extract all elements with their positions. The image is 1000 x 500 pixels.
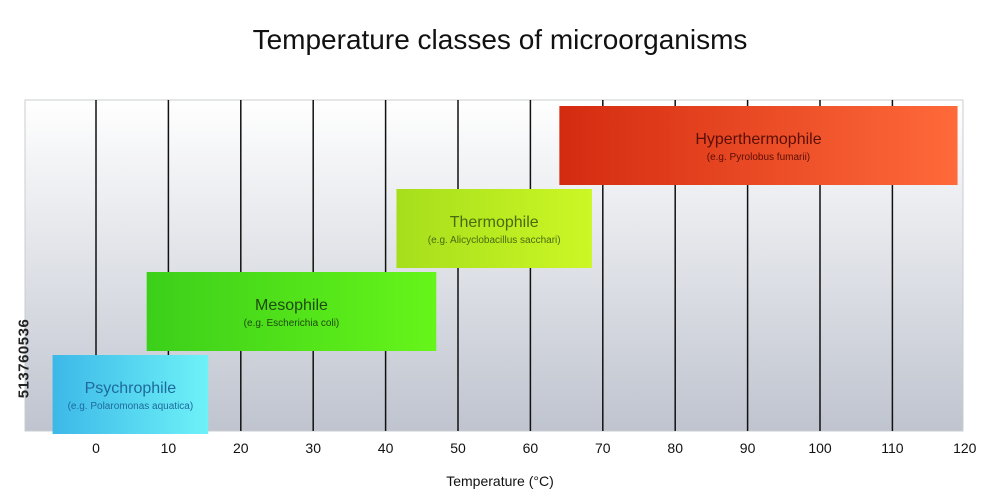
x-tick-label: 80: [667, 440, 683, 456]
bar-mesophile: [146, 272, 437, 351]
stock-id-text: 513760536: [15, 318, 33, 399]
chart-title: Temperature classes of microorganisms: [252, 24, 748, 55]
x-tick-label: 50: [450, 440, 466, 456]
bar-label-thermophile: Thermophile: [450, 214, 539, 231]
bar-hyperthermophile: [559, 106, 958, 185]
x-tick-label: 100: [808, 440, 832, 456]
x-tick-label: 0: [92, 440, 100, 456]
bar-thermophile: [396, 189, 592, 268]
bar-label-psychrophile: Psychrophile: [85, 380, 177, 397]
x-tick-label: 10: [161, 440, 177, 456]
x-tick-label: 120: [953, 440, 977, 456]
x-tick-label: 110: [881, 440, 904, 456]
stock-id-watermark: 513760536: [4, 270, 33, 450]
bar-example-psychrophile: (e.g. Polaromonas aquatica): [68, 401, 194, 412]
x-tick-label: 40: [378, 440, 394, 456]
bar-label-mesophile: Mesophile: [255, 297, 328, 314]
x-tick-label: 70: [595, 440, 611, 456]
x-axis-label: Temperature (°C): [446, 473, 554, 489]
bar-example-hyperthermophile: (e.g. Pyrolobus fumarii): [707, 152, 810, 163]
bar-label-hyperthermophile: Hyperthermophile: [695, 131, 821, 148]
bar-example-mesophile: (e.g. Escherichia coli): [244, 318, 340, 329]
x-tick-label: 90: [740, 440, 756, 456]
x-tick-label: 30: [305, 440, 321, 456]
bar-psychrophile: [52, 355, 209, 434]
bar-example-thermophile: (e.g. Alicyclobacillus sacchari): [428, 235, 561, 246]
x-tick-label: 20: [233, 440, 249, 456]
x-tick-label: 60: [523, 440, 539, 456]
